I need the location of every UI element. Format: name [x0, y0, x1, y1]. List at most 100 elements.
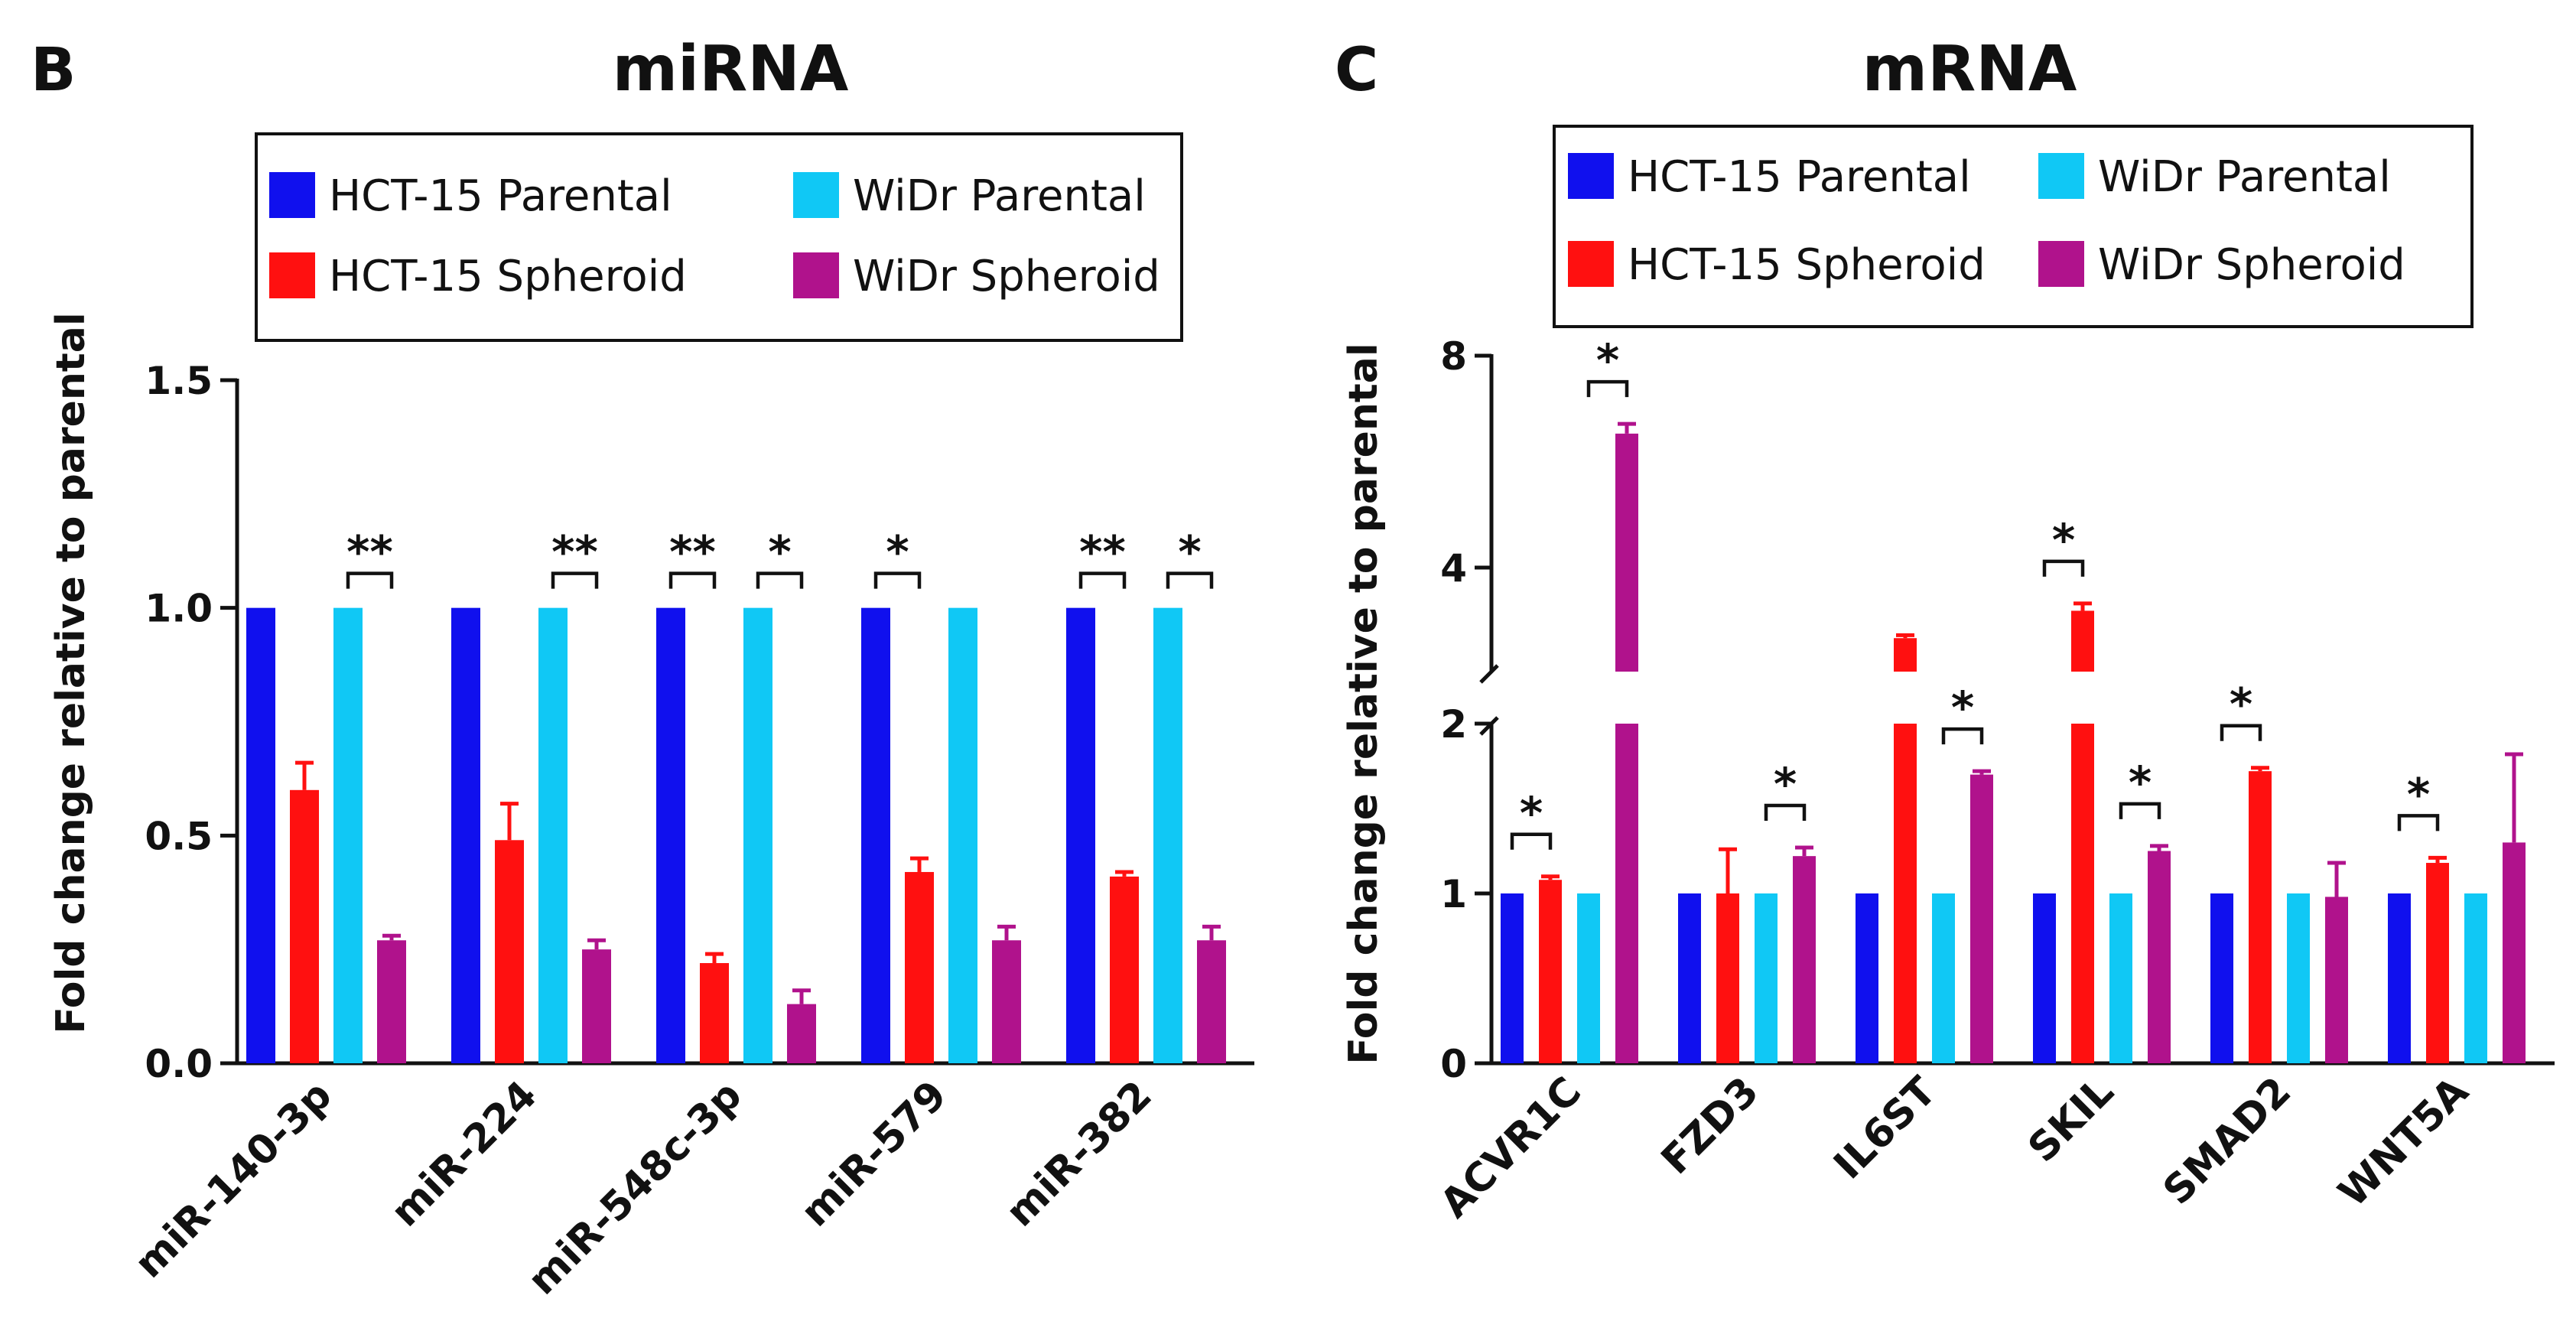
x-tick-label: miR-579	[792, 1072, 956, 1236]
bar-mir-382-hct15-parental	[1066, 608, 1095, 1063]
bar-mir-224-hct15-spheroid	[495, 840, 524, 1063]
bar-skil-hct15-spheroid-upper	[2071, 610, 2094, 672]
mirna-plot-area: 0.0 0.5 1.0 1.5 miR-140-3p miR-224miR-548c-3p…	[126, 359, 1254, 1303]
bar-mir-579-widr-spheroid	[992, 940, 1021, 1063]
legend-label-hct15-parental: HCT-15 Parental	[329, 171, 672, 221]
legend-label-hct15-spheroid: HCT-15 Spheroid	[329, 252, 687, 301]
legend-swatch-hct15-spheroid	[1568, 241, 1614, 287]
panel-mirna: B miRNA HCT-15 Parental WiDr Parental HCT-…	[31, 33, 1254, 1303]
legend-swatch-widr-parental	[2038, 153, 2084, 199]
bar-il6st-hct15-spheroid-upper	[1894, 638, 1917, 672]
bar-il6st-hct15-spheroid-lower	[1894, 724, 1917, 1063]
mrna-chart-title: mRNA	[1862, 33, 2077, 106]
x-tick-label: miR-382	[997, 1072, 1161, 1236]
bar-fzd3-hct15-parental	[1678, 893, 1701, 1063]
panel-letter-b: B	[31, 36, 76, 105]
figure: B miRNA HCT-15 Parental WiDr ParentalHCT-…	[0, 0, 2576, 1344]
bar-mir-382-widr-spheroid	[1197, 940, 1226, 1063]
bar-smad2-hct15-spheroid	[2249, 771, 2272, 1063]
legend-swatch-hct15-parental	[269, 172, 315, 218]
bar-il6st-widr-spheroid	[1970, 775, 1993, 1063]
bar-mir-224-hct15-parental	[451, 608, 480, 1063]
bar-mir-548c-3p-hct15-spheroid	[700, 963, 729, 1063]
bar-il6st-widr-parental	[1932, 893, 1955, 1063]
bar-mir-548c-3p-hct15-parental	[656, 608, 685, 1063]
axis-break-mark	[1481, 718, 1498, 734]
legend-swatch-hct15-parental	[1568, 153, 1614, 199]
significance-label: *	[2052, 514, 2075, 566]
bar-mir-140-3p-widr-parental	[333, 608, 363, 1063]
bar-smad2-hct15-parental	[2210, 893, 2233, 1063]
panel-mrna: C mRNA HCT-15 Parental WiDr ParentalHCT-1…	[1335, 33, 2555, 1227]
bar-smad2-widr-parental	[2287, 893, 2310, 1063]
x-tick-label: ACVR1C	[1432, 1069, 1590, 1227]
mirna-y-tick-label: 0.5	[145, 814, 213, 858]
x-tick-label: miR-548c-3p	[519, 1072, 751, 1304]
bar-acvr1c-widr-spheroid-lower	[1615, 724, 1638, 1063]
significance-label: *	[2407, 768, 2430, 820]
mrna-legend: HCT-15 Parental WiDr Parental HCT-15 Spher…	[1554, 126, 2472, 327]
significance-label: *	[886, 526, 909, 578]
legend-label-widr-parental: WiDr Parental	[853, 171, 1146, 221]
bar-mir-140-3p-hct15-spheroid	[290, 790, 319, 1063]
significance-label: **	[551, 526, 598, 578]
bar-mir-579-hct15-parental	[861, 608, 890, 1063]
bar-mir-224-widr-parental	[538, 608, 568, 1063]
mirna-y-tick-label: 1.5	[145, 359, 213, 403]
mrna-y-axis-label: Fold change relative to parental	[1341, 343, 1387, 1064]
bar-mir-579-hct15-spheroid	[905, 872, 934, 1063]
x-tick-label: SKIL	[2020, 1069, 2123, 1172]
x-tick-label: WNT5A	[2330, 1069, 2477, 1216]
significance-label: *	[2230, 679, 2252, 731]
bar-wnt5a-hct15-parental	[2388, 893, 2411, 1063]
x-tick-label: IL6ST	[1826, 1068, 1946, 1188]
bar-mir-548c-3p-widr-spheroid	[787, 1004, 816, 1063]
x-tick-label: SMAD2	[2155, 1069, 2300, 1214]
bar-acvr1c-hct15-parental	[1501, 893, 1524, 1063]
bar-acvr1c-hct15-spheroid	[1539, 880, 1562, 1063]
bar-wnt5a-widr-spheroid	[2503, 842, 2526, 1063]
bar-wnt5a-hct15-spheroid	[2426, 863, 2449, 1063]
significance-label: *	[768, 526, 791, 578]
bar-wnt5a-widr-parental	[2464, 893, 2487, 1063]
bar-mir-382-widr-parental	[1153, 608, 1182, 1063]
bar-skil-hct15-parental	[2033, 893, 2056, 1063]
bar-mir-224-widr-spheroid	[582, 949, 611, 1063]
mirna-legend-box	[256, 134, 1182, 340]
mrna-y-tick-label: 0	[1440, 1042, 1467, 1086]
mirna-chart-title: miRNA	[613, 33, 849, 106]
bar-acvr1c-widr-parental	[1577, 893, 1600, 1063]
legend-label-hct15-parental: HCT-15 Parental	[1628, 152, 1971, 202]
x-tick-label: FZD3	[1653, 1069, 1768, 1183]
bar-il6st-hct15-parental	[1856, 893, 1878, 1063]
legend-label-widr-spheroid: WiDr Spheroid	[853, 252, 1160, 301]
x-tick-label: miR-224	[382, 1072, 546, 1236]
significance-label: *	[2129, 757, 2152, 809]
bar-acvr1c-widr-spheroid-upper	[1615, 434, 1638, 672]
mirna-y-tick-label: 1.0	[145, 587, 213, 631]
significance-label: **	[669, 526, 716, 578]
bar-mir-548c-3p-widr-parental	[743, 608, 772, 1063]
legend-label-hct15-spheroid: HCT-15 Spheroid	[1628, 240, 1986, 290]
significance-label: *	[1774, 758, 1797, 810]
panel-letter-c: C	[1335, 36, 1378, 105]
bar-fzd3-hct15-spheroid	[1716, 893, 1739, 1063]
bar-skil-hct15-spheroid-lower	[2071, 724, 2094, 1063]
bar-smad2-widr-spheroid	[2325, 897, 2348, 1063]
bar-skil-widr-parental	[2109, 893, 2132, 1063]
significance-label: **	[346, 526, 393, 578]
legend-swatch-widr-spheroid	[793, 252, 839, 298]
bar-mir-140-3p-hct15-parental	[246, 608, 275, 1063]
legend-swatch-hct15-spheroid	[269, 252, 315, 298]
bar-mir-382-hct15-spheroid	[1110, 877, 1139, 1063]
x-tick-label: miR-140-3p	[126, 1072, 341, 1287]
significance-label: *	[1951, 682, 1974, 734]
significance-label: **	[1079, 526, 1126, 578]
mrna-y-tick-label: 2	[1440, 702, 1467, 747]
bar-mir-140-3p-widr-spheroid	[377, 940, 406, 1063]
significance-label: *	[1178, 526, 1201, 578]
mrna-y-tick-label: 4	[1440, 546, 1467, 591]
legend-label-widr-parental: WiDr Parental	[2098, 152, 2391, 202]
mirna-y-tick-label: 0.0	[145, 1042, 213, 1086]
mrna-y-tick-label: 1	[1440, 872, 1467, 916]
